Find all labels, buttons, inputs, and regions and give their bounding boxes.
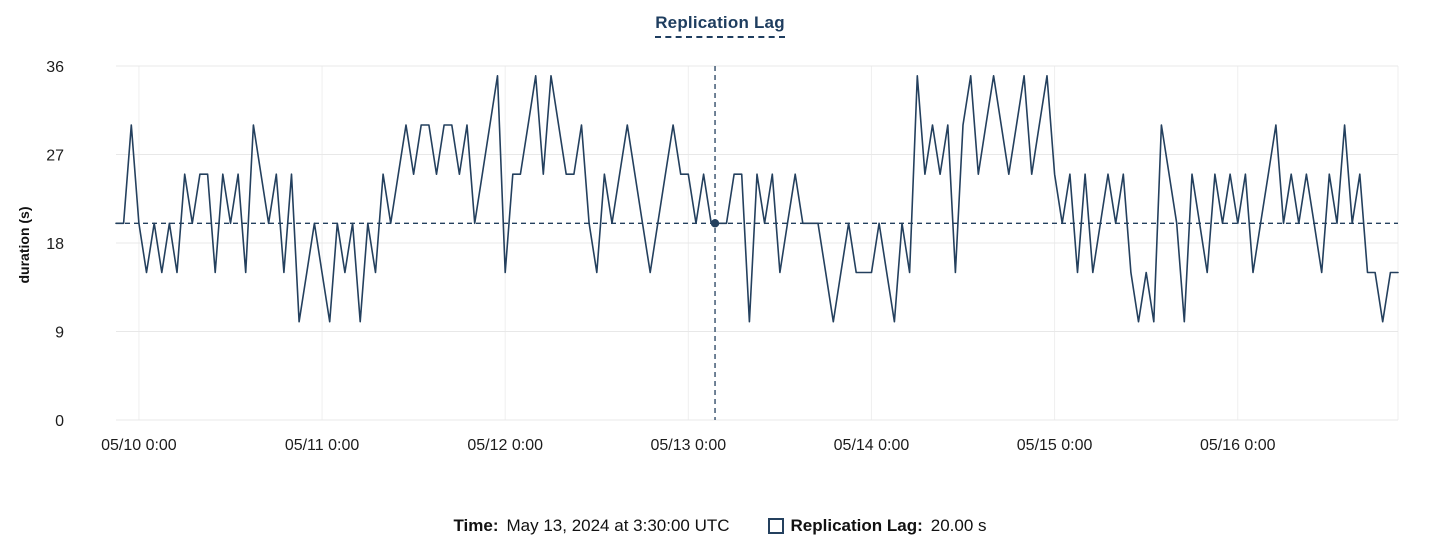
series-line bbox=[115, 75, 1399, 323]
x-tick-label: 05/16 0:00 bbox=[1200, 437, 1276, 454]
crosshair-dot bbox=[710, 219, 720, 228]
y-tick-label: 27 bbox=[46, 148, 64, 165]
tooltip-time-label: Time: bbox=[453, 516, 499, 535]
x-tick-label: 05/13 0:00 bbox=[651, 437, 727, 454]
x-tick-label: 05/12 0:00 bbox=[467, 437, 543, 454]
x-tick-label: 05/11 0:00 bbox=[285, 437, 360, 454]
y-tick-label: 0 bbox=[55, 413, 64, 430]
series-swatch-icon bbox=[767, 518, 784, 534]
tooltip-readout: Time: May 13, 2024 at 3:30:00 UTC Replic… bbox=[0, 516, 1440, 536]
y-tick-label: 18 bbox=[46, 236, 64, 253]
chart-header: Replication Lag bbox=[0, 13, 1440, 38]
y-tick-label: 9 bbox=[55, 325, 64, 342]
tooltip-series-value: 20.00 s bbox=[930, 516, 987, 535]
tooltip-time-value: May 13, 2024 at 3:30:00 UTC bbox=[506, 516, 730, 535]
tooltip-series-label: Replication Lag: bbox=[790, 516, 923, 535]
x-tick-label: 05/10 0:00 bbox=[101, 437, 177, 454]
chart-title[interactable]: Replication Lag bbox=[655, 13, 785, 38]
y-tick-label: 36 bbox=[46, 59, 64, 76]
x-tick-label: 05/14 0:00 bbox=[834, 437, 910, 454]
x-tick-label: 05/15 0:00 bbox=[1017, 437, 1093, 454]
chart-svg[interactable]: 0 9 18 27 36 05/10 0:00 05/11 0:00 05/12 0:00 05… bbox=[0, 0, 1440, 472]
